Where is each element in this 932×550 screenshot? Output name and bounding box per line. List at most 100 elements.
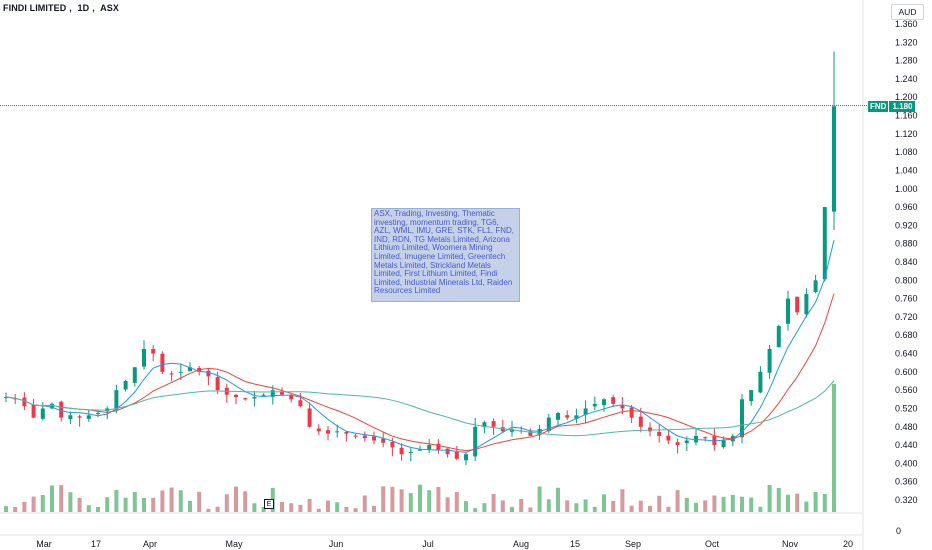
x-tick-label: Jun xyxy=(329,539,344,549)
x-tick-label: Aug xyxy=(513,539,529,549)
candle-body xyxy=(684,440,689,444)
interval-label: 1D xyxy=(77,3,90,13)
volume-bar xyxy=(822,494,827,512)
volume-bar xyxy=(813,491,818,512)
volume-bar xyxy=(178,490,183,512)
candle-body xyxy=(427,445,432,450)
candle-body xyxy=(491,421,496,427)
candle-body xyxy=(4,397,8,399)
candle-body xyxy=(776,326,781,348)
volume-bar xyxy=(169,487,174,512)
volume-bar xyxy=(565,500,570,512)
y-tick-label: 1.000 xyxy=(895,184,918,194)
volume-bar xyxy=(464,501,468,512)
volume-bar xyxy=(160,490,165,512)
y-tick-label: 1.120 xyxy=(895,129,918,139)
volume-bar xyxy=(261,506,266,512)
x-tick-label: Apr xyxy=(143,539,157,549)
volume-bar xyxy=(353,508,358,512)
volume-bar xyxy=(234,486,238,512)
last-price-value: 1.180 xyxy=(889,101,916,112)
volume-bar xyxy=(123,497,128,512)
candle-body xyxy=(822,207,827,280)
volume-bar xyxy=(114,490,119,512)
candle-body xyxy=(307,408,312,427)
volume-bar xyxy=(454,492,459,512)
candle-body xyxy=(13,398,18,400)
currency-button[interactable]: AUD xyxy=(891,4,924,20)
chart-title: FINDI LIMITED, 1D, ASX xyxy=(3,3,119,13)
volume-bar xyxy=(629,505,634,512)
candle-body xyxy=(804,294,809,315)
y-tick-label: 0.800 xyxy=(895,275,918,285)
volume-bar xyxy=(638,500,643,512)
candle-body xyxy=(418,449,422,451)
volume-bar xyxy=(592,506,597,512)
candle-body xyxy=(574,415,579,419)
candle-body xyxy=(546,417,551,431)
candle-body xyxy=(169,373,174,375)
candle-body xyxy=(666,435,671,441)
volume-bar xyxy=(620,489,625,512)
candle-body xyxy=(40,408,45,419)
candle-body xyxy=(648,427,652,432)
y-tick-label: 1.280 xyxy=(895,56,918,66)
candle-body xyxy=(326,430,330,434)
candle-body xyxy=(436,443,441,450)
volume-bar xyxy=(132,491,137,512)
volume-bar xyxy=(528,507,533,512)
x-tick-label: May xyxy=(225,539,243,549)
candle-body xyxy=(86,415,91,419)
volume-bar xyxy=(31,496,36,512)
candle-body xyxy=(160,353,165,372)
earnings-marker[interactable]: E xyxy=(264,499,274,509)
candle-body xyxy=(592,403,597,407)
y-tick-label: 0.560 xyxy=(895,385,918,395)
chart-note[interactable]: ASX, Trading, Investing, Thematic invest… xyxy=(371,208,520,302)
candle-body xyxy=(96,413,100,415)
candle-body xyxy=(362,435,367,439)
candle-body xyxy=(767,348,772,373)
volume-bar xyxy=(399,489,404,512)
volume-bar xyxy=(335,502,340,512)
candle-body xyxy=(537,429,542,435)
y-tick-label: 0.640 xyxy=(895,349,918,359)
volume-bar xyxy=(473,508,478,512)
candle-body xyxy=(243,398,248,400)
y-tick-label: 0.680 xyxy=(895,330,918,340)
candle-body xyxy=(675,442,680,446)
volume-bar xyxy=(22,501,27,512)
volume-bar xyxy=(362,495,367,512)
volume-bar xyxy=(574,503,579,512)
candle-body xyxy=(629,407,634,418)
y-tick-label: 0.400 xyxy=(895,458,918,468)
volume-bar xyxy=(730,494,735,512)
candle-body xyxy=(353,435,358,437)
candle-body xyxy=(335,431,340,433)
candle-body xyxy=(261,394,266,396)
candle-body xyxy=(50,403,54,409)
candle-body xyxy=(556,413,560,420)
candle-body xyxy=(31,404,36,418)
candle-body xyxy=(59,401,64,418)
volume-bar xyxy=(795,493,800,512)
candle-body xyxy=(832,106,836,212)
volume-bar xyxy=(602,494,606,512)
candle-body xyxy=(657,431,662,436)
ma-fast-line xyxy=(5,239,835,453)
volume-bar xyxy=(703,500,708,512)
volume-bar xyxy=(77,497,82,512)
candle-body xyxy=(786,298,790,324)
ma-slow-line xyxy=(5,380,835,437)
candle-body xyxy=(602,399,606,406)
volume-bar xyxy=(418,484,422,512)
candle-body xyxy=(740,399,744,438)
y-tick-label: 0.360 xyxy=(895,477,918,487)
volume-bar xyxy=(326,500,330,512)
candle-body xyxy=(252,397,257,399)
candle-body xyxy=(151,348,156,354)
y-tick-label: 0.920 xyxy=(895,220,918,230)
volume-bar xyxy=(482,503,487,512)
volume-bar xyxy=(684,497,689,512)
